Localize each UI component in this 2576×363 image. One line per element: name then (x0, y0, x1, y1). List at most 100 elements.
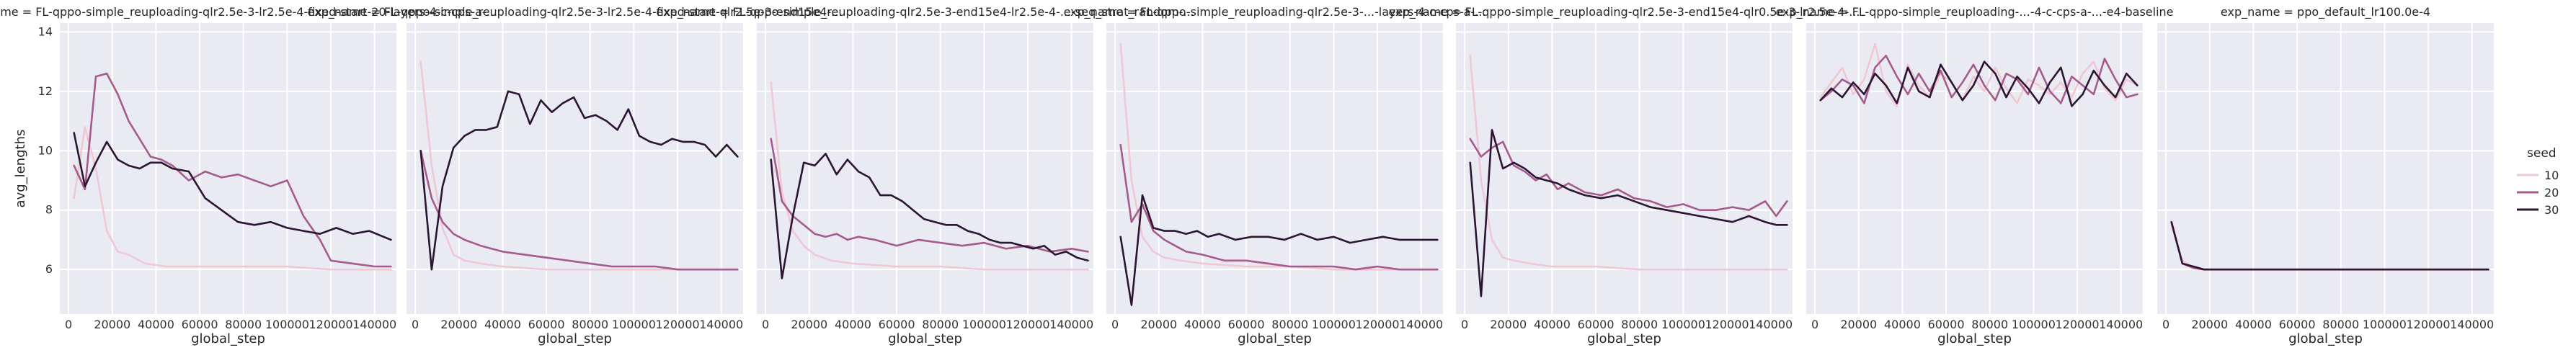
x-tick-label: 40000 (484, 318, 521, 331)
x-tick-label: 120000 (1705, 318, 1749, 331)
series-line-seed-30 (1119, 194, 1439, 306)
x-tick-label: 80000 (922, 318, 959, 331)
x-tick-label: 40000 (835, 318, 871, 331)
y-tick-label: 8 (45, 203, 53, 217)
legend-label: 30 (2544, 203, 2559, 217)
panel-background (1106, 23, 1443, 314)
panel-background (60, 23, 396, 314)
x-tick-label: 100000 (962, 318, 1006, 331)
x-tick-label: 80000 (1621, 318, 1658, 331)
x-tick-label: 80000 (1971, 318, 2008, 331)
x-tick-label: 40000 (1884, 318, 1921, 331)
x-tick-label: 20000 (2191, 318, 2228, 331)
x-tick-label: 0 (1111, 318, 1119, 331)
x-axis-label: global_step (2288, 331, 2363, 346)
panel-title: exp_name = FL-qppo-simple_reuploading-ql… (1389, 5, 1860, 19)
panel-background (407, 23, 743, 314)
panel-background (1456, 23, 1793, 314)
x-tick-label: 20000 (791, 318, 827, 331)
panel-title: exp_name = ppo_default_lr100.0e-4 (2221, 5, 2430, 19)
x-tick-label: 60000 (879, 318, 915, 331)
panel-title: exp_name = FL-qppo-simple_reuploading-ql… (656, 5, 1194, 19)
x-tick-label: 40000 (138, 318, 174, 331)
x-tick-label: 40000 (2235, 318, 2272, 331)
series-line-seed-30 (770, 153, 1089, 279)
x-tick-label: 140000 (352, 318, 396, 331)
series-line-seed-20 (73, 72, 392, 268)
x-tick-label: 140000 (699, 318, 743, 331)
panel-background (757, 23, 1093, 314)
x-tick-label: 100000 (1661, 318, 1705, 331)
series-line-seed-30 (73, 132, 392, 241)
x-axis-label: global_step (191, 331, 265, 346)
x-tick-label: 40000 (1534, 318, 1571, 331)
series-line-seed-10 (73, 126, 392, 271)
x-tick-label: 60000 (528, 318, 565, 331)
x-tick-label: 80000 (2322, 318, 2359, 331)
series-line-seed-30 (419, 90, 739, 271)
series-line-seed-10 (1119, 42, 1439, 271)
y-tick-label: 6 (45, 262, 53, 276)
x-tick-label: 100000 (612, 318, 656, 331)
facet-panel: 0 20000 40000 60000 80000 100000 120000 140000g… (1064, 5, 1486, 346)
x-tick-label: 20000 (1490, 318, 1527, 331)
x-tick-label: 80000 (225, 318, 262, 331)
y-axis-label: avg_lengths (13, 130, 28, 208)
x-tick-label: 120000 (655, 318, 699, 331)
x-axis-label: global_step (1937, 331, 2012, 346)
facet-panel: 0 20000 40000 60000 80000 100000 120000 140000g… (1389, 5, 1860, 346)
facet-panel: 0 20000 40000 60000 80000 100000 120000 140000 g… (2157, 5, 2494, 346)
series-line-seed-30 (2170, 220, 2490, 271)
x-tick-label: 100000 (1312, 318, 1356, 331)
x-tick-label: 0 (1461, 318, 1468, 331)
x-tick-label: 0 (65, 318, 72, 331)
x-tick-label: 120000 (2055, 318, 2099, 331)
legend-label: 10 (2544, 169, 2559, 182)
x-axis-label: global_step (1587, 331, 1661, 346)
x-tick-label: 60000 (1228, 318, 1265, 331)
x-axis-label: global_step (538, 331, 612, 346)
facet-panel: 0 20000 40000 60000 80000 100000 120000 140000g… (1775, 5, 2173, 346)
series-line-seed-20 (1119, 143, 1439, 271)
x-tick-label: 60000 (1928, 318, 1965, 331)
x-axis-label: global_step (888, 331, 962, 346)
x-tick-label: 80000 (1271, 318, 1308, 331)
panel-background (1806, 23, 2143, 314)
series-line-seed-20 (419, 150, 739, 271)
series-line-seed-10 (1469, 55, 1788, 271)
x-tick-label: 0 (412, 318, 419, 331)
legend-title: seed (2527, 146, 2557, 161)
facet-panel: 0 20000 40000 60000 80000 100000 120000 140000g… (308, 5, 843, 346)
x-tick-label: 120000 (308, 318, 352, 331)
series-line-seed-10 (1819, 42, 2138, 107)
x-tick-label: 140000 (2450, 318, 2494, 331)
y-tick-label: 14 (38, 24, 53, 38)
panel-background (2157, 23, 2494, 314)
facet-panel: 0 20000 40000 60000 80000 100000 120000 140000g… (656, 5, 1194, 346)
x-tick-label: 120000 (2406, 318, 2450, 331)
panel-title: exp_name = FL-qppo-simple_reuploading-..… (1775, 5, 2173, 19)
series-line-seed-20 (1469, 138, 1788, 218)
x-tick-label: 100000 (2363, 318, 2407, 331)
series-line-seed-30 (1819, 60, 2138, 107)
y-tick-label: 12 (38, 84, 53, 98)
x-tick-label: 140000 (1399, 318, 1443, 331)
x-tick-label: 60000 (182, 318, 218, 331)
x-tick-label: 40000 (1184, 318, 1221, 331)
y-tick-label: 10 (38, 143, 53, 157)
x-tick-label: 0 (2162, 318, 2169, 331)
x-tick-label: 120000 (1355, 318, 1399, 331)
facet-panel: 0 20000 40000 60000 80000 100000 120000 140000 6… (0, 5, 497, 346)
legend-label: 20 (2544, 186, 2559, 200)
x-tick-label: 20000 (440, 318, 477, 331)
x-tick-label: 140000 (1749, 318, 1793, 331)
x-tick-label: 60000 (2279, 318, 2316, 331)
x-tick-label: 20000 (1840, 318, 1877, 331)
x-tick-label: 100000 (265, 318, 309, 331)
x-tick-label: 0 (762, 318, 769, 331)
legend: seed 10 20 30 (2517, 146, 2559, 217)
x-tick-label: 120000 (1005, 318, 1049, 331)
series-line-seed-30 (1469, 129, 1788, 297)
